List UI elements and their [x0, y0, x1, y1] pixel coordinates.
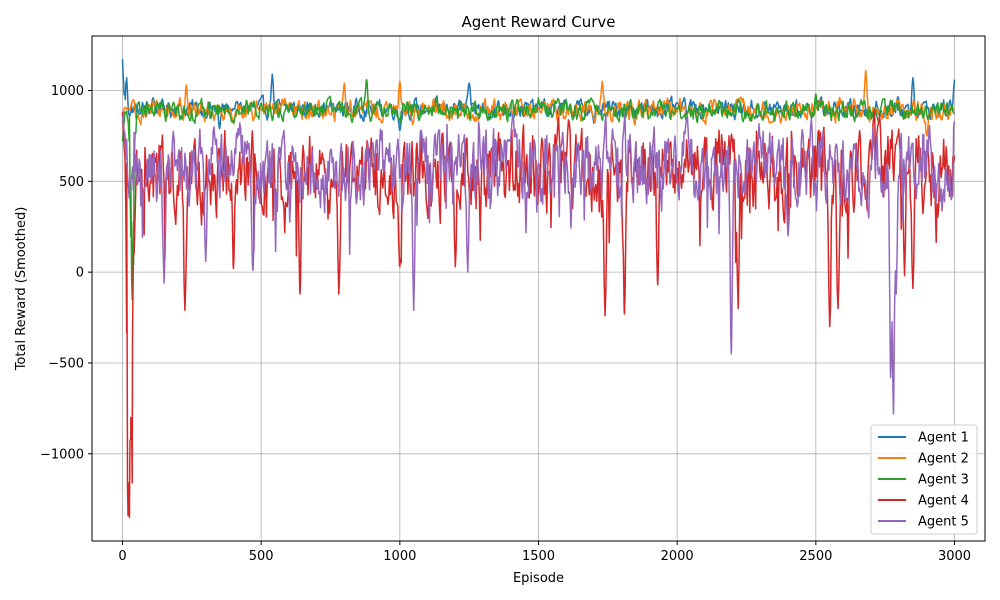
series-lines	[121, 58, 956, 519]
x-tick-label: 0	[118, 549, 126, 564]
x-axis-ticks: 0 500 1000 1500 2000 2500 3000	[118, 541, 971, 564]
y-axis-ticks: −1000 −500 0 500 1000	[40, 84, 92, 462]
legend-label-agent-2: Agent 2	[918, 452, 969, 467]
x-tick-label: 2500	[799, 549, 832, 564]
x-tick-label: 1000	[383, 549, 416, 564]
chart-title: Agent Reward Curve	[461, 13, 615, 31]
legend-label-agent-1: Agent 1	[918, 431, 969, 446]
y-tick-label: −500	[48, 356, 84, 371]
legend: Agent 1 Agent 2 Agent 3 Agent 4 Agent 5	[870, 424, 978, 535]
y-tick-label: −1000	[40, 447, 84, 462]
y-tick-label: 0	[76, 266, 84, 281]
legend-label-agent-4: Agent 4	[918, 494, 969, 509]
legend-label-agent-5: Agent 5	[918, 515, 969, 530]
x-tick-label: 500	[249, 549, 274, 564]
series-line-agent-3	[121, 78, 956, 301]
x-tick-label: 1500	[522, 549, 555, 564]
legend-label-agent-3: Agent 3	[918, 473, 969, 488]
x-tick-label: 3000	[938, 549, 971, 564]
x-tick-label: 2000	[661, 549, 694, 564]
x-axis-label: Episode	[513, 571, 564, 586]
y-tick-label: 1000	[51, 84, 84, 99]
series-line-agent-5	[121, 113, 956, 415]
legend-box	[870, 424, 978, 535]
series-line-agent-4	[121, 110, 956, 519]
y-tick-label: 500	[59, 175, 84, 190]
y-axis-label: Total Reward (Smoothed)	[14, 207, 29, 372]
